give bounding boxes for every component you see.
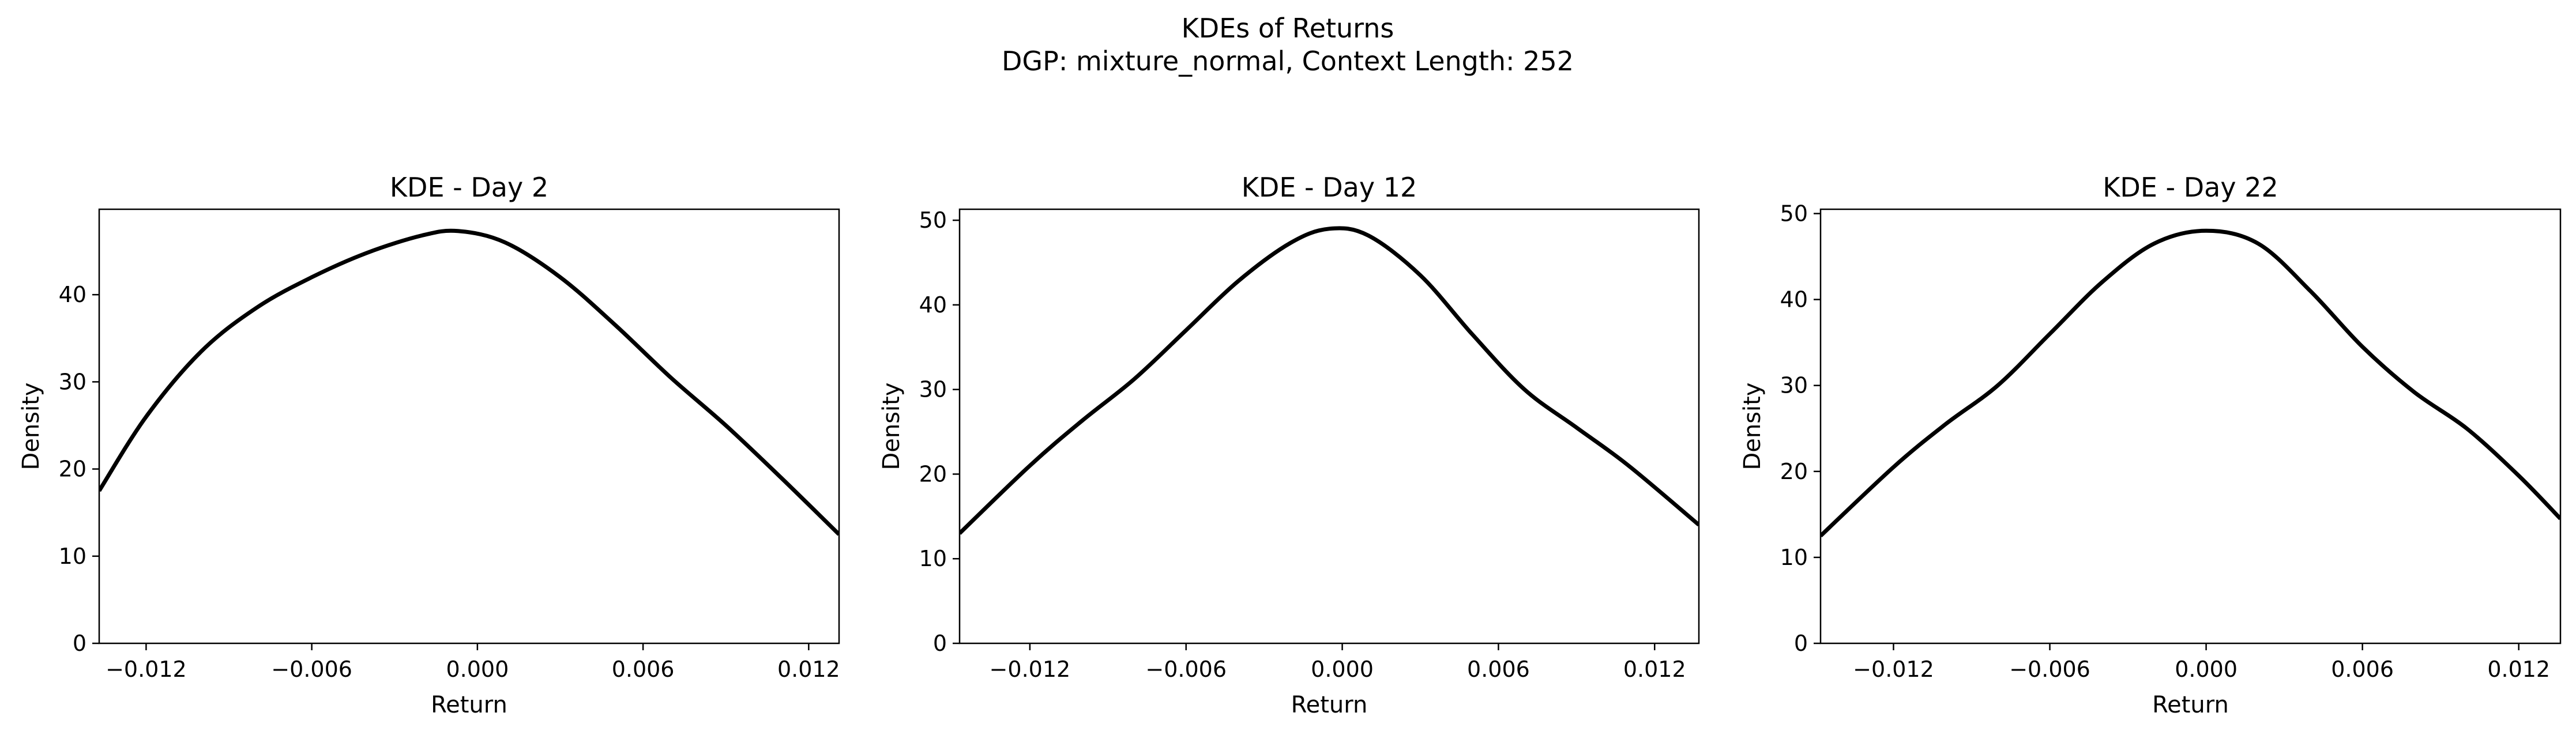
x-tick-label: −0.006 [271, 657, 352, 682]
y-tick-label: 10 [1780, 545, 1808, 570]
kde-panel-3: −0.012 −0.006 0.000 0.006 0.012 0 10 20 30 40 50 KD… [1739, 172, 2562, 718]
y-tick-label: 30 [919, 377, 947, 402]
axes-frame [98, 208, 840, 644]
panel-title: KDE - Day 22 [2103, 172, 2278, 203]
x-tick-label: 0.006 [612, 657, 675, 682]
x-tick-label: 0.012 [2487, 657, 2550, 682]
x-tick-label: −0.012 [106, 657, 187, 682]
y-tick-label: 20 [59, 457, 87, 482]
axes-frame [1819, 208, 2562, 644]
x-axis-label: Return [431, 692, 507, 718]
kde-panel-1: −0.012 −0.006 0.000 0.006 0.012 0 10 20 30 40 KDE … [18, 172, 840, 718]
y-axis-label: Density [18, 382, 44, 470]
x-tick-label: 0.012 [1623, 657, 1686, 682]
y-axis-label: Density [878, 382, 905, 470]
x-tick-label: 0.000 [446, 657, 509, 682]
panel-title: KDE - Day 12 [1242, 172, 1417, 203]
y-tick-label: 50 [1780, 201, 1808, 226]
kde-panel-2: −0.012 −0.006 0.000 0.006 0.012 0 10 20 30 40 50 KD… [878, 172, 1700, 718]
x-axis-label: Return [2152, 692, 2229, 718]
y-tick-label: 0 [1794, 631, 1808, 656]
y-tick-label: 30 [1780, 373, 1808, 398]
y-tick-label: 30 [59, 369, 87, 394]
y-tick-label: 10 [919, 546, 947, 571]
x-tick-label: −0.006 [2009, 657, 2090, 682]
y-tick-label: 20 [1780, 459, 1808, 484]
y-tick-label: 10 [59, 544, 87, 569]
y-tick-label: 40 [59, 282, 87, 307]
y-tick-label: 40 [1780, 287, 1808, 312]
x-tick-label: −0.006 [1145, 657, 1227, 682]
figure-subtitle: DGP: mixture_normal, Context Length: 252 [1002, 46, 1574, 77]
x-tick-label: 0.000 [1311, 657, 1374, 682]
kde-line [1821, 228, 2560, 538]
figure-title: KDEs of Returns [1182, 13, 1394, 44]
axes-frame [958, 208, 1700, 644]
panel-title: KDE - Day 2 [390, 172, 548, 203]
x-tick-label: −0.012 [990, 657, 1071, 682]
kde-line [960, 226, 1699, 535]
x-tick-label: 0.006 [1467, 657, 1530, 682]
y-axis-label: Density [1739, 382, 1766, 470]
x-tick-label: −0.012 [1853, 657, 1934, 682]
y-tick-label: 0 [73, 631, 87, 656]
x-axis-label: Return [1291, 692, 1368, 718]
x-tick-label: 0.000 [2175, 657, 2237, 682]
y-tick-label: 20 [919, 461, 947, 487]
y-tick-label: 40 [919, 292, 947, 318]
kde-line [99, 228, 839, 536]
x-tick-label: 0.006 [2331, 657, 2394, 682]
y-tick-label: 0 [933, 631, 947, 656]
y-tick-label: 50 [919, 208, 947, 233]
x-tick-label: 0.012 [777, 657, 840, 682]
